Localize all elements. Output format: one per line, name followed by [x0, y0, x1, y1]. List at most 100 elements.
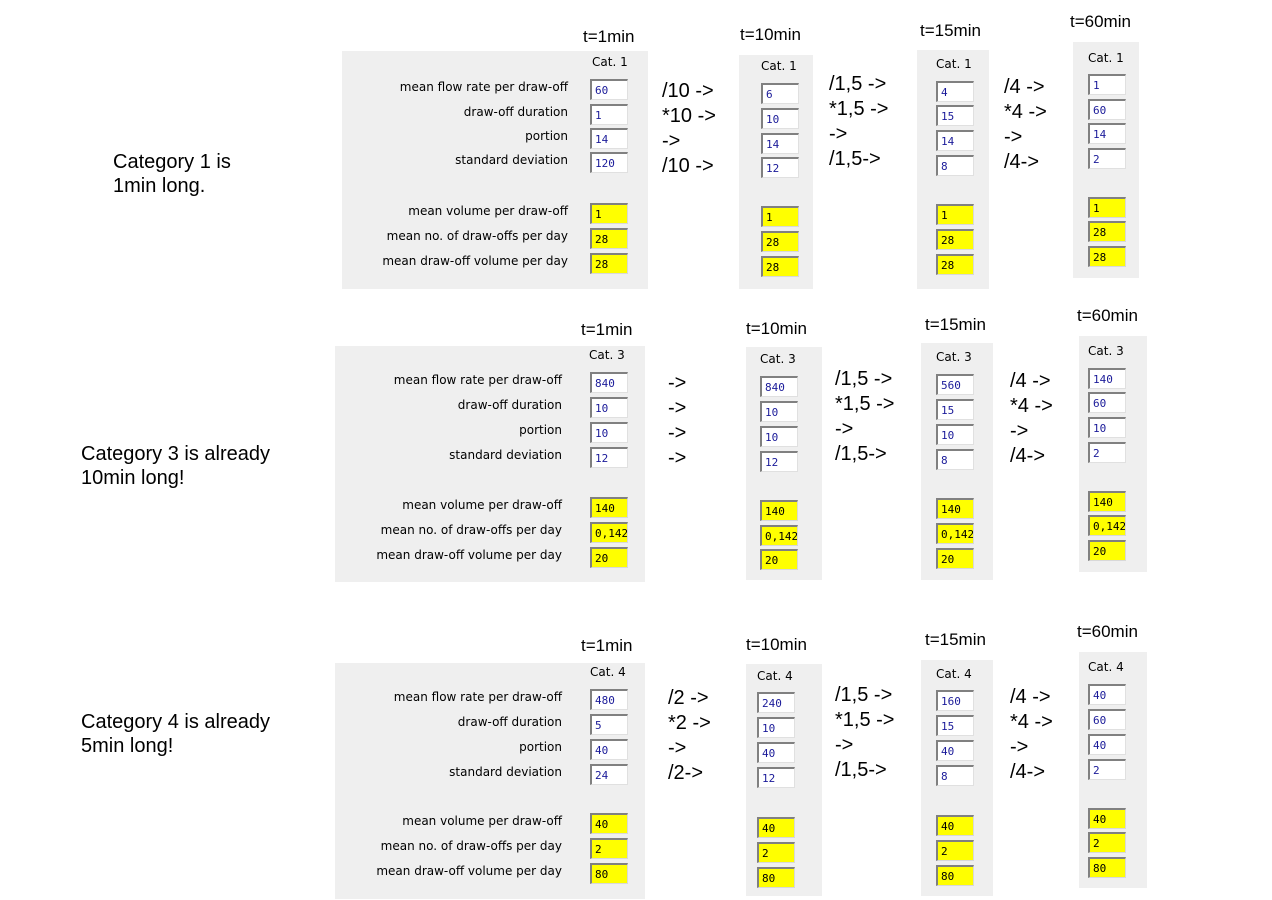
- draw-off-duration-field[interactable]: 60: [1088, 392, 1126, 413]
- standard-deviation-field[interactable]: 2: [1088, 148, 1126, 169]
- operator-text: ->: [1010, 736, 1029, 758]
- draw-off-duration-field[interactable]: 15: [936, 715, 974, 736]
- category-4-panel-t60: Cat. 4 40 60 40 2 40 2 80: [1079, 652, 1147, 888]
- draw-offs-per-day-field: 2: [1088, 832, 1126, 853]
- portion-field[interactable]: 40: [590, 739, 628, 760]
- portion-field[interactable]: 10: [1088, 417, 1126, 438]
- draw-off-duration-field[interactable]: 10: [590, 397, 628, 418]
- operator-text: *2 ->: [668, 712, 711, 734]
- draw-off-duration-field[interactable]: 1: [590, 104, 628, 125]
- mean-flow-rate-field[interactable]: 240: [757, 692, 795, 713]
- mean-flow-rate-field[interactable]: 560: [936, 374, 974, 395]
- draw-off-duration-field[interactable]: 15: [936, 399, 974, 420]
- operator-text: /4 ->: [1010, 370, 1051, 392]
- portion-field[interactable]: 10: [936, 424, 974, 445]
- standard-deviation-field[interactable]: 12: [590, 447, 628, 468]
- mean-flow-rate-field[interactable]: 40: [1088, 684, 1126, 705]
- time-label: t=15min: [920, 21, 981, 40]
- category-header: Cat. 3: [760, 352, 796, 366]
- draw-off-duration-field[interactable]: 15: [936, 105, 974, 126]
- standard-deviation-field[interactable]: 2: [1088, 759, 1126, 780]
- operator-text: /4 ->: [1004, 76, 1045, 98]
- standard-deviation-field[interactable]: 2: [1088, 442, 1126, 463]
- mean-flow-rate-field[interactable]: 480: [590, 689, 628, 710]
- draw-off-duration-label: draw-off duration: [463, 105, 568, 119]
- mean-volume-field: 40: [936, 815, 974, 836]
- draw-offs-per-day-label: mean no. of draw-offs per day: [380, 523, 562, 537]
- operator-column: /4 -> *4 -> -> /4->: [1010, 369, 1053, 469]
- daily-volume-field: 28: [590, 253, 628, 274]
- operator-text: /1,5 ->: [835, 684, 893, 706]
- draw-off-duration-field[interactable]: 60: [1088, 99, 1126, 120]
- mean-flow-rate-field[interactable]: 1: [1088, 74, 1126, 95]
- draw-off-duration-field[interactable]: 60: [1088, 709, 1126, 730]
- draw-off-duration-field[interactable]: 10: [757, 717, 795, 738]
- portion-field[interactable]: 14: [590, 128, 628, 149]
- category-3-panel-t10: Cat. 3 840 10 10 12 140 0,142 20: [746, 347, 822, 580]
- mean-flow-rate-field[interactable]: 840: [590, 372, 628, 393]
- draw-off-duration-field[interactable]: 10: [760, 401, 798, 422]
- draw-offs-per-day-field: 0,142: [590, 522, 628, 543]
- standard-deviation-field[interactable]: 8: [936, 765, 974, 786]
- category-3-panel-t1: Cat. 3 mean flow rate per draw-off draw-of…: [335, 346, 645, 582]
- operator-text: /10 ->: [662, 80, 714, 102]
- mean-flow-rate-field[interactable]: 4: [936, 81, 974, 102]
- portion-label: portion: [519, 423, 562, 437]
- portion-field[interactable]: 10: [590, 422, 628, 443]
- operator-text: *4 ->: [1004, 101, 1047, 123]
- operator-text: /1,5->: [829, 148, 881, 170]
- standard-deviation-field[interactable]: 8: [936, 449, 974, 470]
- mean-flow-rate-field[interactable]: 140: [1088, 368, 1126, 389]
- category-header: Cat. 4: [590, 665, 626, 679]
- mean-flow-rate-field[interactable]: 6: [761, 83, 799, 104]
- daily-volume-field: 20: [936, 548, 974, 569]
- portion-field[interactable]: 40: [757, 742, 795, 763]
- note-line: 1min long.: [113, 175, 206, 197]
- operator-text: ->: [662, 130, 681, 152]
- operator-column: /2 -> *2 -> -> /2->: [668, 686, 711, 786]
- standard-deviation-field[interactable]: 12: [757, 767, 795, 788]
- daily-volume-label: mean draw-off volume per day: [376, 548, 562, 562]
- time-label: t=15min: [925, 315, 986, 334]
- draw-offs-per-day-field: 0,142: [1088, 515, 1126, 536]
- portion-field[interactable]: 40: [1088, 734, 1126, 755]
- operator-text: *1,5 ->: [829, 98, 889, 120]
- operator-column: /4 -> *4 -> -> /4->: [1004, 75, 1047, 175]
- daily-volume-field: 20: [590, 547, 628, 568]
- mean-flow-rate-field[interactable]: 160: [936, 690, 974, 711]
- standard-deviation-field[interactable]: 12: [761, 157, 799, 178]
- operator-text: ->: [668, 397, 687, 419]
- category-4-panel-t15: Cat. 4 160 15 40 8 40 2 80: [921, 660, 993, 896]
- draw-off-duration-field[interactable]: 5: [590, 714, 628, 735]
- operator-text: *10 ->: [662, 105, 716, 127]
- draw-off-duration-field[interactable]: 10: [761, 108, 799, 129]
- daily-volume-field: 80: [936, 865, 974, 886]
- portion-field[interactable]: 14: [936, 130, 974, 151]
- portion-field[interactable]: 14: [761, 133, 799, 154]
- mean-flow-rate-label: mean flow rate per draw-off: [399, 80, 568, 94]
- note-line: Category 3 is already: [81, 443, 270, 465]
- standard-deviation-field[interactable]: 12: [760, 451, 798, 472]
- time-label: t=1min: [581, 636, 633, 655]
- category-4-note: Category 4 is already 5min long!: [81, 710, 270, 758]
- portion-field[interactable]: 14: [1088, 123, 1126, 144]
- note-line: Category 4 is already: [81, 711, 270, 733]
- portion-field[interactable]: 10: [760, 426, 798, 447]
- mean-volume-field: 40: [590, 813, 628, 834]
- operator-text: /4->: [1010, 761, 1046, 783]
- draw-off-duration-label: draw-off duration: [457, 715, 562, 729]
- time-label: t=10min: [746, 319, 807, 338]
- daily-volume-field: 80: [590, 863, 628, 884]
- mean-flow-rate-field[interactable]: 60: [590, 79, 628, 100]
- standard-deviation-field[interactable]: 24: [590, 764, 628, 785]
- standard-deviation-field[interactable]: 120: [590, 152, 628, 173]
- operator-text: *1,5 ->: [835, 393, 895, 415]
- standard-deviation-field[interactable]: 8: [936, 155, 974, 176]
- operator-text: ->: [829, 123, 848, 145]
- operator-text: ->: [668, 422, 687, 444]
- mean-flow-rate-field[interactable]: 840: [760, 376, 798, 397]
- time-label: t=10min: [746, 635, 807, 654]
- category-1-panel-t1: Cat. 1 mean flow rate per draw-off draw-of…: [342, 51, 648, 289]
- portion-field[interactable]: 40: [936, 740, 974, 761]
- operator-text: ->: [1004, 126, 1023, 148]
